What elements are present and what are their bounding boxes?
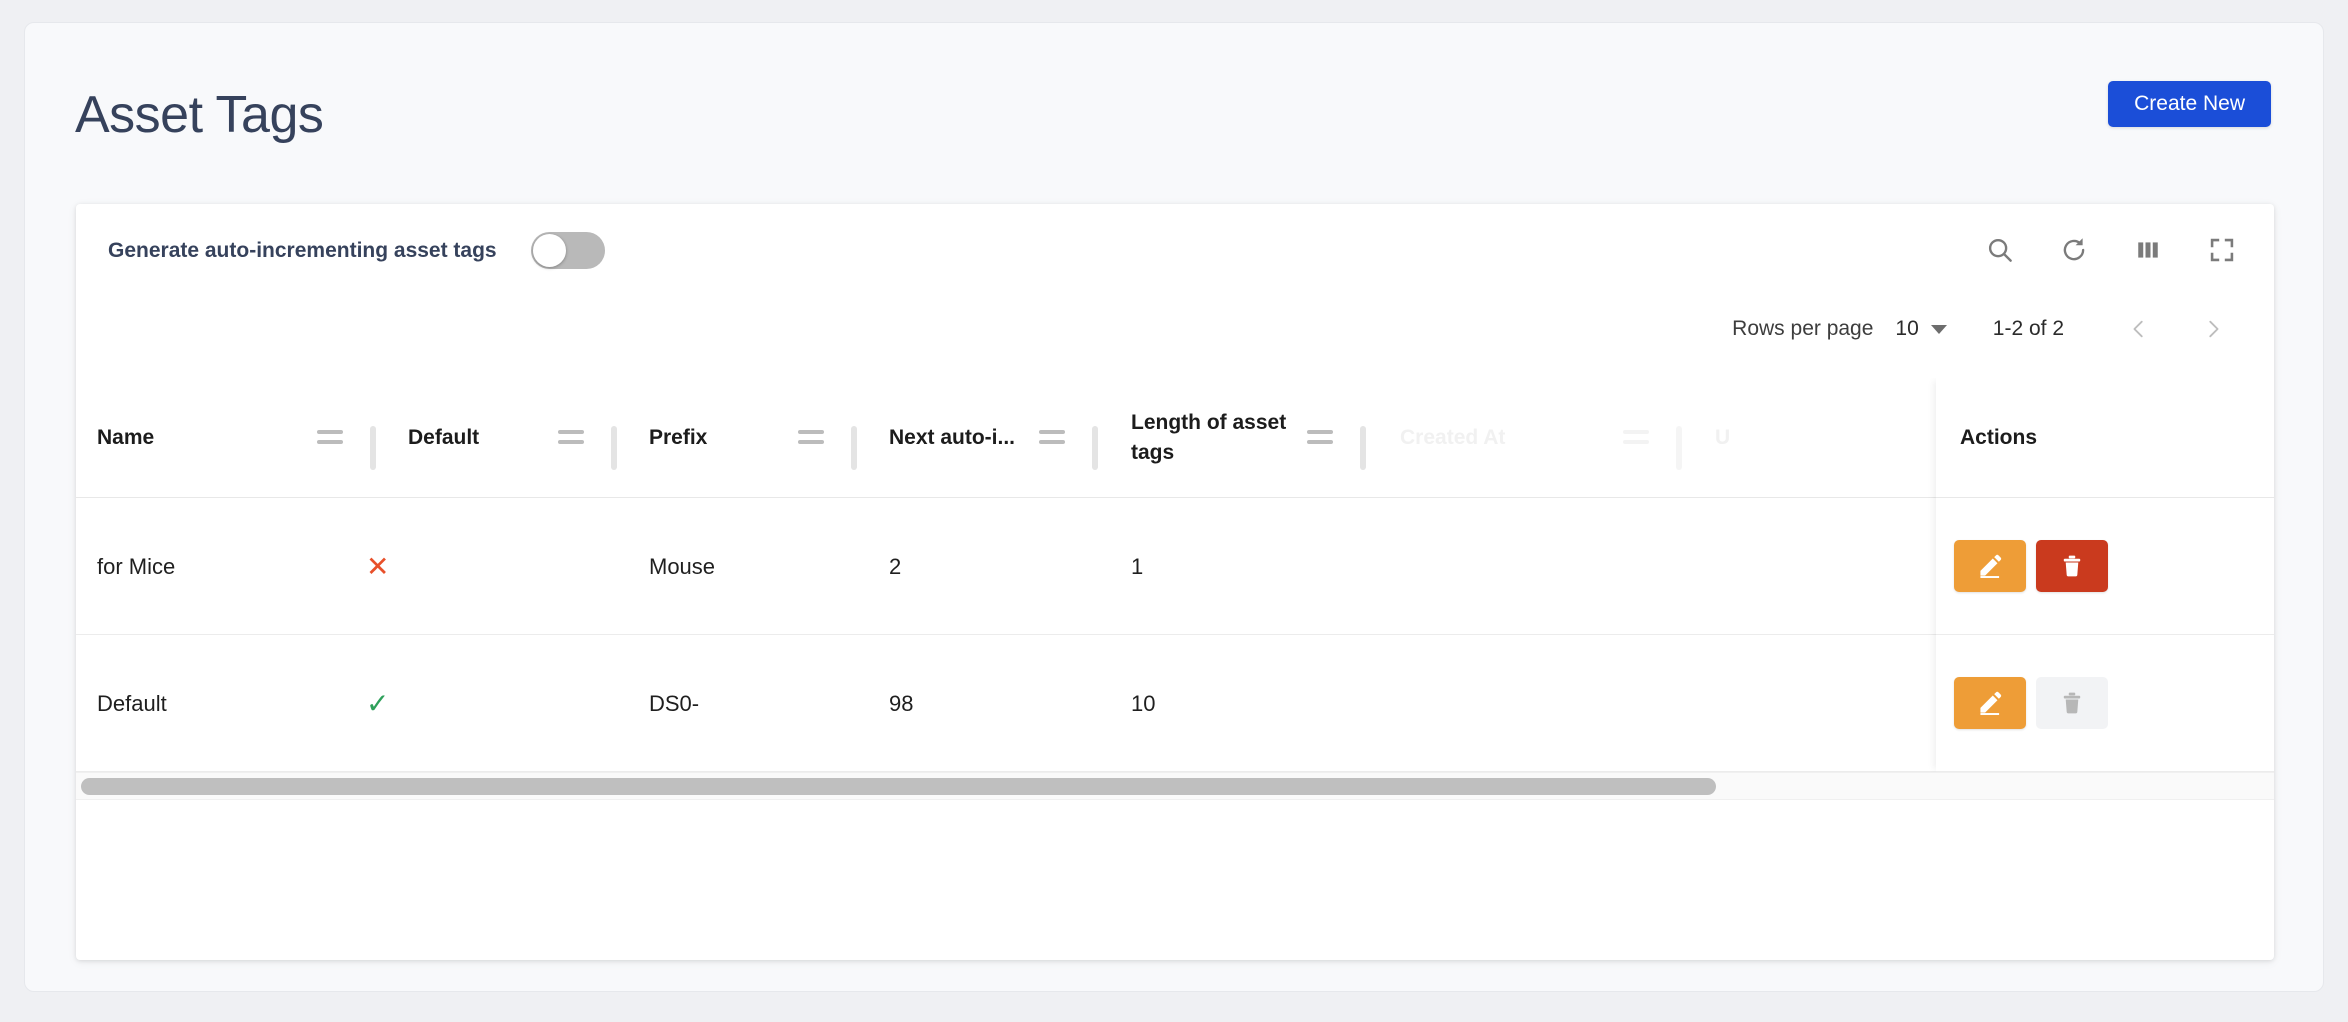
- cell-length: 10: [1131, 690, 1156, 716]
- column-header-label: Default: [408, 426, 480, 450]
- column-header-name[interactable]: Name: [97, 378, 154, 498]
- column-header-default[interactable]: Default: [408, 378, 479, 498]
- asset-tags-table-card: Generate auto-incrementing asset tags: [76, 204, 2274, 960]
- column-header-actions: Actions: [1936, 378, 2274, 498]
- pagination-range-label: 1-2 of 2: [1992, 317, 2064, 340]
- page-navigation: [2122, 312, 2230, 346]
- column-resizer-prefix[interactable]: [851, 426, 857, 470]
- refresh-icon[interactable]: [2050, 226, 2098, 274]
- column-header-prefix[interactable]: Prefix: [649, 378, 707, 498]
- column-resizer-length-of-asset-tags[interactable]: [1360, 426, 1366, 470]
- ghost-column-resizer: [1676, 426, 1682, 470]
- table-header-row: Name Default Prefix Next auto: [76, 378, 2274, 498]
- column-resizer-name[interactable]: [370, 426, 376, 470]
- ghost-column-header-updated-at: U: [1715, 426, 1731, 449]
- auto-increment-toggle-label: Generate auto-incrementing asset tags: [108, 238, 497, 262]
- ghost-column-header-created-at: Created At: [1400, 426, 1506, 449]
- cell-default-mark: ✓: [366, 687, 390, 719]
- page-header: Asset Tags Create New: [25, 23, 2323, 201]
- table-card-footer: [76, 800, 2274, 932]
- auto-increment-toggle[interactable]: [530, 232, 605, 269]
- table-row[interactable]: Default ✓ DS0- 98 10: [76, 635, 2274, 772]
- toggle-knob: [532, 234, 566, 267]
- cell-name: Default: [97, 690, 167, 716]
- view-columns-icon[interactable]: [2124, 226, 2172, 274]
- search-icon[interactable]: [1976, 226, 2024, 274]
- table-scroll-viewport: Name Default Prefix Next auto: [76, 378, 2274, 772]
- column-header-label: Length of asset tags: [1131, 411, 1287, 464]
- cell-prefix: Mouse: [649, 553, 716, 579]
- column-filter-icon-next-auto-increment[interactable]: [1039, 430, 1065, 444]
- row-actions: [1936, 498, 2274, 635]
- table-row[interactable]: for Mice ✕ Mouse 2 1: [76, 498, 2274, 635]
- table-toolbar-icons: [1976, 226, 2246, 274]
- horizontal-scrollbar-track[interactable]: [76, 772, 2274, 800]
- pagination-row: Rows per page 10 1-2 of 2: [76, 300, 2274, 378]
- column-resizer-default[interactable]: [611, 426, 617, 470]
- chevron-right-icon[interactable]: [2196, 312, 2230, 346]
- table-toolbar: Generate auto-incrementing asset tags: [76, 204, 2274, 300]
- column-filter-icon-prefix[interactable]: [798, 430, 824, 444]
- column-header-label: Prefix: [649, 426, 708, 450]
- cell-next-auto-increment: 2: [889, 553, 902, 579]
- cell-length: 1: [1131, 553, 1144, 579]
- horizontal-scrollbar-thumb[interactable]: [81, 778, 1716, 795]
- cell-prefix: DS0-: [649, 690, 700, 716]
- rows-per-page-label: Rows per page: [1732, 317, 1874, 340]
- edit-button[interactable]: [1954, 540, 2026, 592]
- table: Name Default Prefix Next auto: [76, 378, 2274, 772]
- cell-name: for Mice: [97, 553, 176, 579]
- auto-increment-toggle-group: Generate auto-incrementing asset tags: [108, 232, 605, 269]
- column-header-label: Actions: [1960, 425, 2038, 449]
- row-actions: [1936, 635, 2274, 772]
- rows-per-page-value: 10: [1895, 317, 1919, 340]
- pinned-actions-column: Actions: [1936, 378, 2274, 772]
- fullscreen-icon[interactable]: [2198, 226, 2246, 274]
- chevron-down-icon: [1930, 324, 1947, 334]
- column-resizer-next-auto-increment[interactable]: [1092, 426, 1098, 470]
- page-panel: Asset Tags Create New Generate auto-incr…: [24, 22, 2324, 992]
- pagination: Rows per page 10 1-2 of 2: [1732, 312, 2230, 346]
- column-header-length-of-asset-tags[interactable]: Length of asset tags: [1131, 378, 1291, 498]
- edit-button[interactable]: [1954, 677, 2026, 729]
- create-new-button[interactable]: Create New: [2108, 81, 2271, 127]
- ghost-column-filter-icon: [1623, 430, 1649, 444]
- rows-per-page-select[interactable]: 10: [1895, 317, 1947, 341]
- delete-button[interactable]: [2036, 540, 2108, 592]
- chevron-left-icon[interactable]: [2122, 312, 2156, 346]
- column-header-label: Name: [97, 426, 155, 450]
- cell-next-auto-increment: 98: [889, 690, 914, 716]
- column-filter-icon-default[interactable]: [558, 430, 584, 444]
- column-header-label: Next auto-i...: [889, 426, 1016, 450]
- column-filter-icon-name[interactable]: [317, 430, 343, 444]
- column-header-next-auto-increment[interactable]: Next auto-i...: [889, 378, 1015, 498]
- delete-button-disabled: [2036, 677, 2108, 729]
- page-title: Asset Tags: [75, 86, 324, 144]
- cell-default-mark: ✕: [366, 550, 390, 582]
- column-filter-icon-length-of-asset-tags[interactable]: [1307, 430, 1333, 444]
